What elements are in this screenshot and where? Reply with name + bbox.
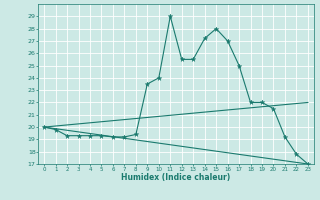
- X-axis label: Humidex (Indice chaleur): Humidex (Indice chaleur): [121, 173, 231, 182]
